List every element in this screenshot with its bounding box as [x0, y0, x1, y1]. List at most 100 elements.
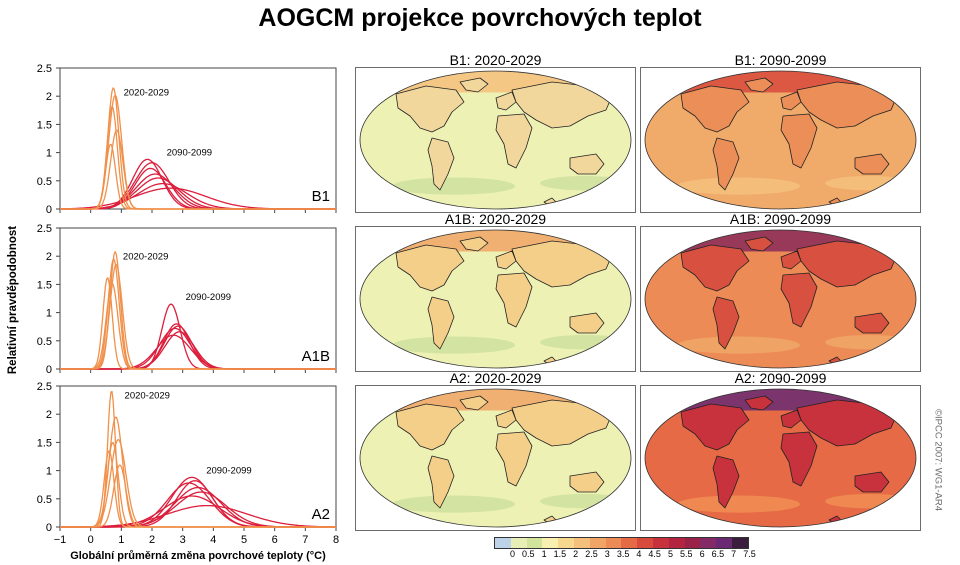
colorbar-label: 0.5	[522, 549, 535, 559]
late-period-label: 2090-2099	[167, 147, 212, 158]
late-period-label: 2090-2099	[206, 465, 251, 476]
polar-warming-band	[645, 389, 916, 411]
continent-outline	[780, 113, 818, 169]
x-tick-label: 4	[210, 534, 216, 546]
y-tick-label: 1.5	[37, 437, 52, 449]
southern-ocean-patch	[825, 494, 915, 509]
y-tick-label: 2	[46, 409, 52, 421]
y-tick-label: 0	[46, 522, 52, 534]
colorbar-label: 7.5	[743, 549, 756, 559]
x-tick-label: 8	[333, 534, 339, 546]
y-tick-label: 2	[46, 251, 52, 263]
continent-outline	[854, 153, 890, 175]
continent-outline	[569, 153, 605, 175]
map-outline	[644, 70, 917, 210]
continent-outline	[395, 244, 465, 292]
early-period-label: 2020-2029	[124, 88, 169, 99]
y-tick-label: 2	[46, 91, 52, 103]
continent-outline	[680, 244, 750, 292]
early-period-curve	[60, 416, 336, 528]
continent-outline	[495, 431, 533, 487]
continent-outline	[712, 137, 740, 191]
polar-warming-band	[360, 230, 631, 252]
colorbar-swatch	[700, 538, 717, 548]
x-tick-label: 7	[302, 534, 308, 546]
continent-outline	[854, 471, 890, 493]
southern-ocean-patch	[540, 494, 630, 509]
colorbar-swatch	[573, 538, 590, 548]
southern-ocean-patch	[677, 177, 801, 195]
southern-ocean-patch	[540, 335, 630, 350]
y-tick-label: 1.5	[37, 279, 52, 291]
y-tick-label: 0.5	[37, 176, 52, 188]
page-title: AOGCM projekce povrchových teplot	[258, 4, 702, 32]
early-period-label: 2020-2029	[123, 252, 168, 263]
y-tick-label: 0.5	[37, 494, 52, 506]
colorbar-swatch	[621, 538, 638, 548]
x-tick-label: 2	[149, 534, 155, 546]
x-tick-label: 1	[118, 534, 124, 546]
colorbar-swatch	[716, 538, 732, 548]
colorbar-swatch	[652, 538, 669, 548]
map-outline	[359, 388, 632, 528]
continent-outline	[495, 91, 517, 111]
probability-density-panels: 0 0.5 1 1.5 2 2.5 2020-2029 2090-2099 B1 0 0.5 1 1.5…	[37, 63, 339, 546]
x-tick-label: 6	[272, 534, 278, 546]
continent-outline	[459, 77, 489, 93]
pdf-panel-b1: 0 0.5 1 1.5 2 2.5 2020-2029 2090-2099 B1	[37, 63, 337, 216]
continent-outline	[427, 137, 455, 191]
continent-outline	[459, 395, 489, 411]
y-tick-label: 0.5	[37, 336, 52, 348]
world-map	[640, 226, 921, 372]
colorbar-swatch	[668, 538, 685, 548]
y-tick-label: 1	[46, 308, 52, 320]
world-map	[355, 385, 636, 531]
map-outline	[644, 388, 917, 528]
colorbar-label: 2	[573, 549, 579, 559]
x-tick-label: 5	[241, 534, 247, 546]
early-period-curve	[60, 464, 336, 528]
x-tick-label: −1	[54, 534, 67, 546]
southern-ocean-patch	[392, 495, 516, 513]
x-tick-label: 3	[180, 534, 186, 546]
y-tick-label: 0	[46, 364, 52, 376]
world-map	[640, 67, 921, 213]
continent-outline	[495, 409, 517, 429]
continent-outline	[780, 272, 818, 328]
polar-warming-band	[645, 230, 916, 252]
continent-outline	[569, 312, 605, 334]
y-tick-label: 0	[46, 204, 52, 216]
colorbar-swatch	[510, 538, 527, 548]
temperature-colorbar	[494, 537, 749, 549]
continent-outline	[744, 77, 774, 93]
continent-outline	[744, 395, 774, 411]
southern-ocean-patch	[392, 336, 516, 354]
continent-outline	[395, 403, 465, 451]
pdf-panel-a1b: 0 0.5 1 1.5 2 2.5 2020-2029 2090-2099 A1B	[37, 223, 337, 376]
continent-outline	[712, 455, 740, 509]
x-axis-title: Globální průměrná změna povrchové teplot…	[70, 550, 326, 562]
continent-outline	[780, 250, 802, 270]
continent-outline	[495, 272, 533, 328]
continent-outline	[854, 312, 890, 334]
polar-warming-band	[360, 71, 631, 93]
map-outline	[359, 70, 632, 210]
late-period-curve	[60, 158, 336, 210]
early-period-label: 2020-2029	[125, 391, 170, 402]
y-tick-label: 1	[46, 466, 52, 478]
colorbar-label: 1	[541, 549, 547, 559]
colorbar-label: 6	[699, 549, 705, 559]
colorbar-label: 7	[731, 549, 737, 559]
colorbar-swatch	[684, 538, 701, 548]
y-tick-label: 2.5	[37, 63, 52, 75]
late-period-label: 2090-2099	[186, 292, 231, 303]
colorbar-label: 2.5	[585, 549, 598, 559]
map-outline	[359, 229, 632, 369]
continent-outline	[459, 236, 489, 252]
continent-outline	[780, 409, 802, 429]
continent-outline	[569, 471, 605, 493]
continent-outline	[427, 296, 455, 350]
scenario-label: B1	[312, 188, 330, 205]
scenario-label: A1B	[302, 348, 330, 365]
continent-outline	[680, 85, 750, 133]
